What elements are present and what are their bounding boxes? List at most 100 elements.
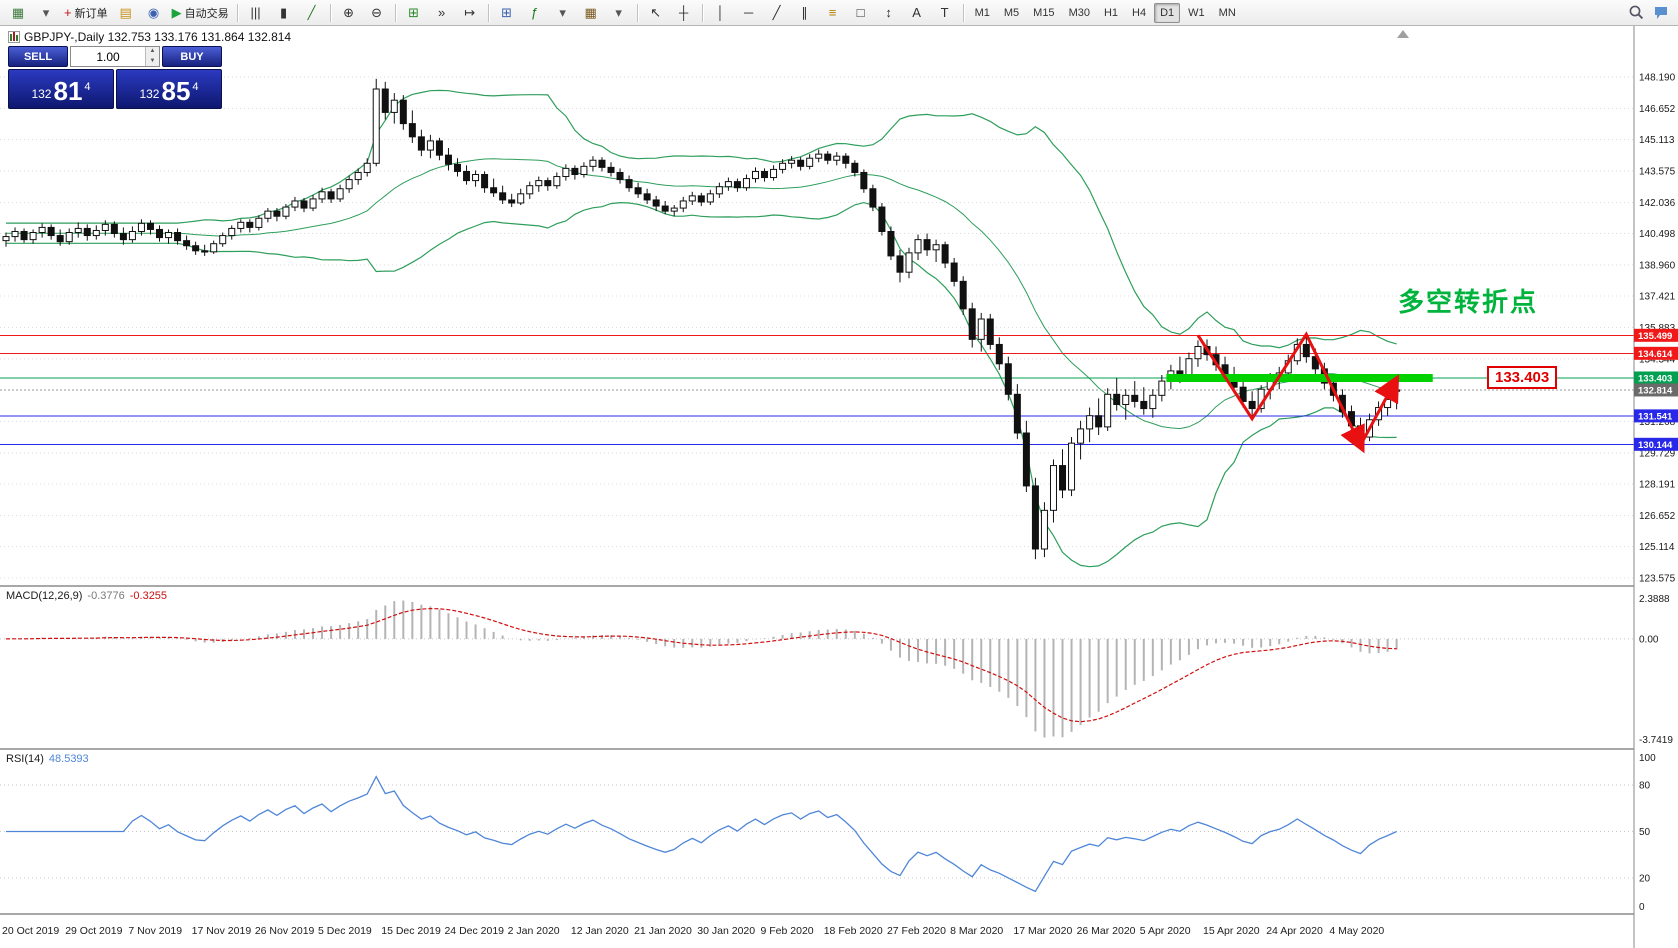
- timeframe-m1-button[interactable]: M1: [974, 6, 990, 19]
- chart-shift-marker[interactable]: [1397, 30, 1409, 38]
- panel-splitter[interactable]: [0, 585, 1678, 587]
- new-chart-icon: ▦: [11, 5, 25, 20]
- rsi-axis-label: 0: [1639, 902, 1645, 913]
- timeframe-m5-button[interactable]: M5: [1003, 6, 1020, 19]
- horizontal-line-button[interactable]: ─: [735, 2, 763, 24]
- volume-up-stepper[interactable]: ▲: [146, 47, 159, 57]
- text-button[interactable]: A: [903, 2, 931, 24]
- timeframe-h1-button[interactable]: H1: [1103, 6, 1119, 19]
- shapes-button[interactable]: □: [847, 2, 875, 24]
- buy-price[interactable]: 132 85 4: [116, 69, 222, 109]
- auto-scroll-icon: »: [437, 5, 446, 20]
- volume-down-stepper[interactable]: ▼: [146, 56, 159, 66]
- x-axis-label: 27 Feb 2020: [887, 925, 946, 937]
- one-click-trading-panel: SELL ▲ ▼ BUY 132 81 4 132 85 4: [8, 46, 222, 109]
- new-chart-button[interactable]: ▦: [4, 2, 32, 24]
- autotrading-button[interactable]: ▶ 自动交易: [168, 2, 233, 24]
- candle-body: [345, 179, 353, 190]
- panel-splitter[interactable]: [0, 913, 1678, 915]
- price-chip-text: 131.541: [1638, 411, 1673, 422]
- candle-body: [201, 250, 209, 253]
- line-chart-button[interactable]: ╱: [298, 2, 326, 24]
- profiles-button[interactable]: ▤: [112, 2, 140, 24]
- new-order-button[interactable]: + 新订单: [60, 2, 112, 24]
- candle-body: [1248, 400, 1256, 410]
- rsi-label: RSI(14) 48.5393: [6, 753, 89, 765]
- equidistant-channel-button[interactable]: ∥: [791, 2, 819, 24]
- sell-price[interactable]: 132 81 4: [8, 69, 114, 109]
- x-axis-label: 15 Apr 2020: [1203, 925, 1260, 937]
- y-axis-label: 138.960: [1639, 260, 1676, 271]
- buy-button[interactable]: BUY: [162, 46, 222, 67]
- timeframe-mn-button[interactable]: MN: [1218, 6, 1236, 19]
- grid-icon: ⊞: [408, 5, 420, 20]
- candlestick-chart-button[interactable]: ▮: [270, 2, 298, 24]
- candle-body: [219, 235, 227, 245]
- price-axis[interactable]: 148.190 146.652 145.113 143.575 142.036 140.4…: [1639, 73, 1676, 914]
- timeframe-d1-button[interactable]: D1: [1154, 2, 1181, 23]
- candle-body: [499, 192, 507, 201]
- time-axis[interactable]: 20 Oct 2019 29 Oct 2019 7 Nov 2019 17 Nov 2…: [2, 925, 1384, 937]
- candle-body: [1077, 428, 1085, 444]
- candle-body: [65, 232, 73, 243]
- chart-shift-button[interactable]: ↦: [456, 2, 484, 24]
- panel-splitter[interactable]: [0, 748, 1678, 750]
- y-axis-label: 142.036: [1639, 198, 1676, 209]
- autotrading-icon: ▶: [171, 5, 182, 20]
- new-chart-dropdown-button[interactable]: ▾: [32, 2, 60, 24]
- buy-price-pips: 85: [161, 76, 191, 106]
- candle-body: [372, 88, 380, 164]
- fibonacci-button[interactable]: ≡: [819, 2, 847, 24]
- candle-body: [29, 232, 37, 241]
- auto-scroll-button[interactable]: »: [428, 2, 456, 24]
- timeframe-m15-button[interactable]: M15: [1033, 6, 1055, 19]
- candle-body: [454, 163, 461, 172]
- price-axis-background: [1634, 26, 1678, 948]
- indicators-button[interactable]: ƒ: [521, 2, 549, 24]
- candle-body: [1113, 393, 1121, 405]
- new-window-button[interactable]: ⊞: [493, 2, 521, 24]
- templates-button[interactable]: ▦: [577, 2, 605, 24]
- macd-value: -0.3776: [87, 590, 125, 602]
- timeframe-h4-button[interactable]: H4: [1132, 6, 1147, 19]
- timeframe-m30-button[interactable]: M30: [1068, 6, 1090, 19]
- zoom-in-button[interactable]: ⊕: [335, 2, 363, 24]
- candle-body: [1158, 380, 1166, 396]
- zoom-out-button[interactable]: ⊖: [363, 2, 391, 24]
- candle-body: [995, 343, 1003, 365]
- price-level-tag[interactable]: 133.403: [1487, 366, 1558, 389]
- trendline-button[interactable]: ╱: [763, 2, 791, 24]
- candle-body: [1194, 345, 1202, 360]
- candle-body: [336, 188, 344, 200]
- profiles-icon: ▤: [119, 5, 132, 20]
- templates-dropdown-button[interactable]: ▾: [605, 2, 633, 24]
- volume-input[interactable]: [71, 47, 145, 66]
- candle-body: [381, 88, 389, 113]
- text-label-button[interactable]: T: [931, 2, 959, 24]
- cursor-button[interactable]: ↖: [642, 2, 670, 24]
- crosshair-button[interactable]: ┼: [670, 2, 698, 24]
- candle-body: [1004, 363, 1012, 395]
- bar-chart-button[interactable]: |||: [242, 2, 270, 24]
- timeframe-w1-button[interactable]: W1: [1188, 6, 1205, 19]
- candle-body: [625, 179, 633, 189]
- x-axis-label: 2 Jan 2020: [508, 925, 560, 937]
- candle-body: [941, 244, 949, 264]
- community-chat-icon[interactable]: [1653, 5, 1670, 21]
- vertical-line-button[interactable]: │: [707, 2, 735, 24]
- search-icon[interactable]: [1628, 4, 1645, 21]
- candle-body: [706, 193, 714, 203]
- macd-signal-value: -0.3255: [129, 590, 168, 602]
- indicators-dropdown-button[interactable]: ▾: [549, 2, 577, 24]
- sell-button[interactable]: SELL: [8, 46, 68, 67]
- sell-price-pipette: 4: [84, 81, 91, 93]
- arrows-button[interactable]: ↕: [875, 2, 903, 24]
- grid-button[interactable]: ⊞: [400, 2, 428, 24]
- candle-body: [670, 207, 678, 212]
- bull-bear-turning-point-annotation[interactable]: 多空转折点: [1398, 287, 1539, 317]
- price-chip-text: 134.614: [1638, 349, 1673, 360]
- fibonacci-icon: ≡: [828, 5, 837, 20]
- zigzag-arrows[interactable]: [1196, 331, 1400, 454]
- scripts-button[interactable]: ◉: [140, 2, 168, 24]
